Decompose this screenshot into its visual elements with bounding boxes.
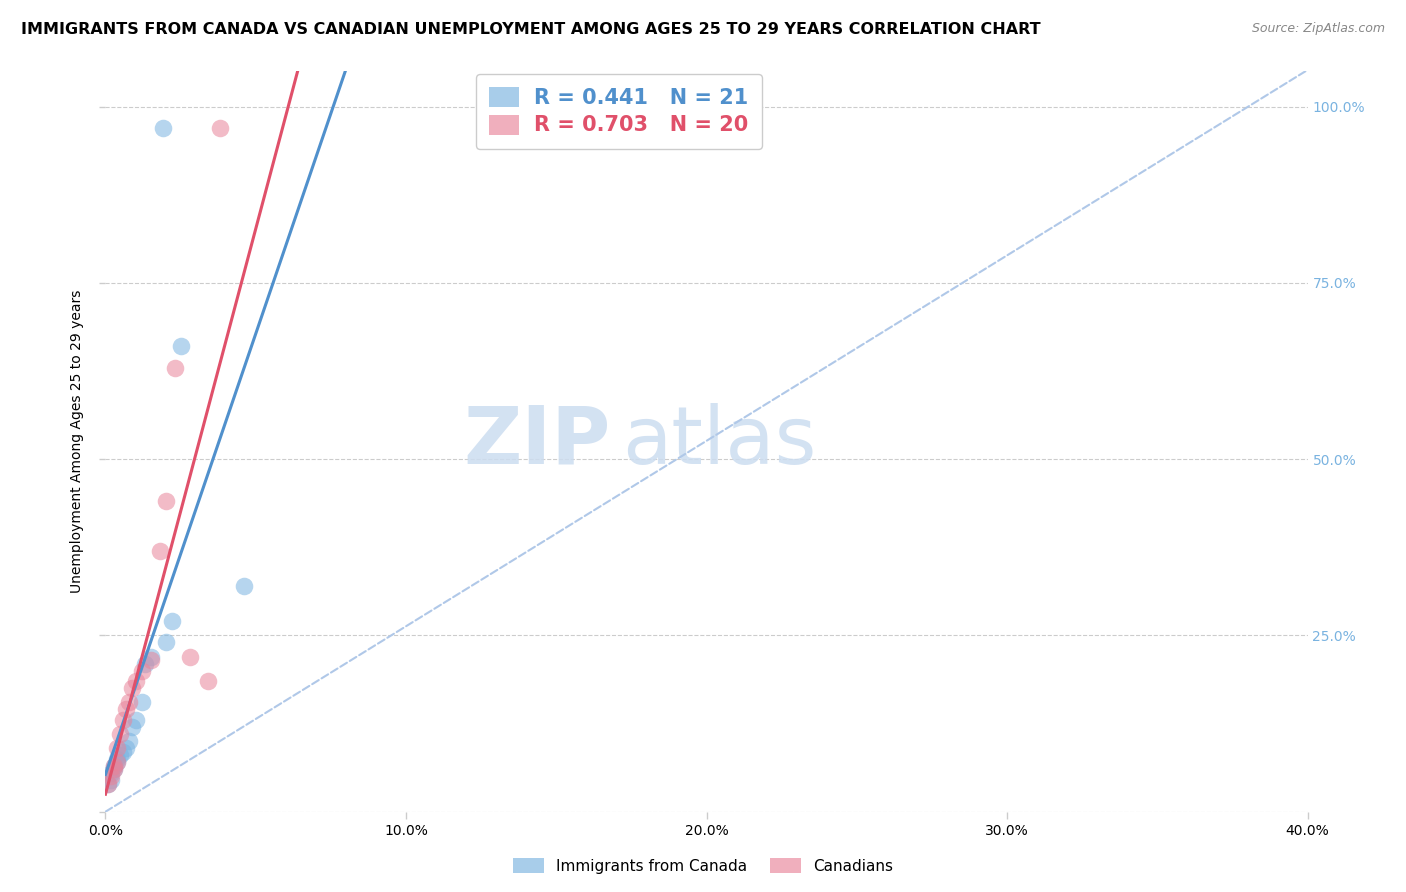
Point (115, 741, 138, 756)
Point (110, 727, 132, 741)
Point (112, 745, 135, 759)
Point (134, 657, 156, 671)
Point (100, 772, 122, 787)
Point (169, 339, 191, 353)
Point (197, 674, 219, 689)
Point (97, 776, 120, 790)
Point (107, 756, 129, 770)
Text: Source: ZipAtlas.com: Source: ZipAtlas.com (1251, 22, 1385, 36)
Point (118, 734, 141, 748)
Point (112, 713, 135, 727)
Point (155, 494, 177, 508)
Legend: Immigrants from Canada, Canadians: Immigrants from Canada, Canadians (508, 852, 898, 880)
Point (152, 120, 174, 135)
Point (163, 360, 186, 375)
Point (139, 649, 162, 664)
Point (107, 741, 129, 756)
Point (103, 763, 125, 777)
Legend: R = 0.441   N = 21, R = 0.703   N = 20: R = 0.441 N = 21, R = 0.703 N = 20 (475, 74, 762, 149)
Text: atlas: atlas (623, 402, 817, 481)
Point (124, 713, 146, 727)
Point (208, 120, 231, 135)
Point (118, 695, 141, 709)
Point (107, 752, 129, 766)
Point (100, 766, 122, 780)
Point (110, 748, 132, 763)
Point (103, 759, 125, 773)
Point (115, 702, 138, 716)
Point (103, 763, 125, 777)
Text: ZIP: ZIP (463, 402, 610, 481)
Point (148, 544, 170, 558)
Point (131, 664, 153, 678)
Point (97, 776, 120, 790)
Point (139, 653, 162, 667)
Point (103, 759, 125, 773)
Point (232, 579, 254, 593)
Point (124, 674, 146, 689)
Point (155, 635, 177, 649)
Text: IMMIGRANTS FROM CANADA VS CANADIAN UNEMPLOYMENT AMONG AGES 25 TO 29 YEARS CORREL: IMMIGRANTS FROM CANADA VS CANADIAN UNEMP… (21, 22, 1040, 37)
Point (160, 615, 183, 629)
Point (131, 695, 153, 709)
Point (121, 720, 143, 734)
Point (107, 756, 129, 770)
Point (179, 649, 201, 664)
Y-axis label: Unemployment Among Ages 25 to 29 years: Unemployment Among Ages 25 to 29 years (70, 290, 84, 593)
Point (100, 769, 122, 783)
Point (121, 681, 143, 696)
